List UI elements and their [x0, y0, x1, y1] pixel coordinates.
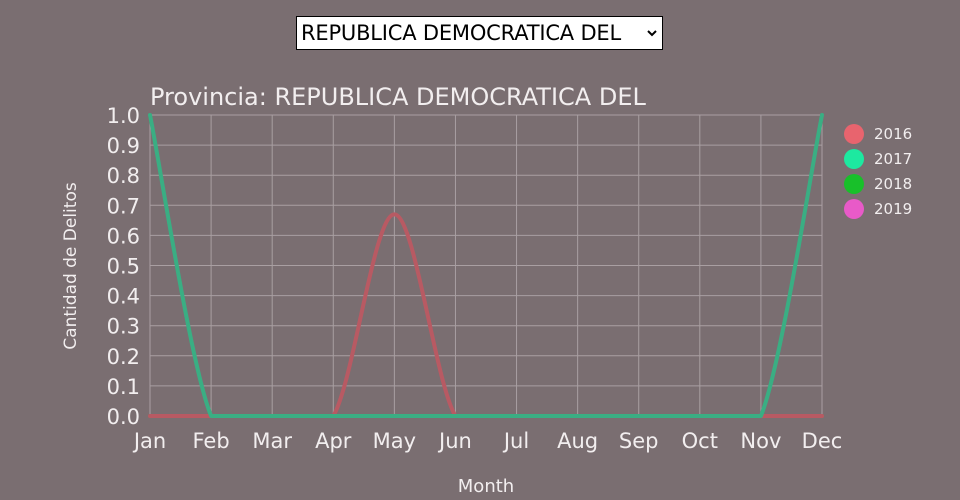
legend-label-2018[interactable]: 2018 — [874, 175, 912, 193]
x-tick-label: Aug — [557, 429, 598, 453]
x-tick-label: Mar — [252, 429, 292, 453]
y-tick-label: 1.0 — [107, 104, 140, 128]
y-tick-label: 0.1 — [107, 375, 140, 399]
y-tick-label: 0.3 — [107, 315, 140, 339]
y-tick-label: 0.9 — [107, 134, 140, 158]
province-select[interactable]: REPUBLICA DEMOCRATICA DEL — [296, 16, 663, 50]
chart-title: Provincia: REPUBLICA DEMOCRATICA DEL — [150, 83, 646, 111]
legend-marker-2019[interactable] — [844, 199, 864, 219]
legend-marker-2018[interactable] — [844, 174, 864, 194]
y-tick-label: 0.5 — [107, 255, 140, 279]
series-line-2017 — [148, 113, 824, 418]
legend-marker-2017[interactable] — [844, 149, 864, 169]
legend-label-2016[interactable]: 2016 — [874, 125, 912, 143]
province-select-value: REPUBLICA DEMOCRATICA DEL — [301, 21, 621, 45]
x-tick-label: Nov — [740, 429, 781, 453]
legend-label-2017[interactable]: 2017 — [874, 150, 912, 168]
x-tick-label: Dec — [802, 429, 843, 453]
y-tick-label: 0.4 — [107, 285, 140, 309]
chart-axes: 0.0 0.1 0.2 0.3 0.4 0.5 0.6 0.7 0.8 0.9 1.0 Jan Feb M… — [107, 104, 843, 453]
x-tick-label: Sep — [619, 429, 659, 453]
x-tick-label: May — [373, 429, 416, 453]
x-tick-label: Feb — [192, 429, 229, 453]
legend-marker-2016[interactable] — [844, 124, 864, 144]
chevron-down-icon — [647, 30, 657, 37]
y-tick-label: 0.8 — [107, 164, 140, 188]
x-tick-label: Oct — [682, 429, 718, 453]
chart-series — [148, 113, 824, 418]
x-axis-label: Month — [458, 476, 514, 497]
y-tick-label: 0.0 — [107, 405, 140, 429]
x-tick-label: Jul — [502, 429, 529, 453]
legend-label-2019[interactable]: 2019 — [874, 200, 912, 218]
y-tick-label: 0.7 — [107, 194, 140, 218]
chart-grid — [149, 114, 823, 418]
y-tick-label: 0.6 — [107, 224, 140, 248]
x-tick-label: Jun — [437, 429, 472, 453]
x-tick-label: Jan — [132, 429, 166, 453]
x-tick-label: Apr — [315, 429, 352, 453]
y-axis-label: Cantidad de Delitos — [61, 182, 81, 350]
chart-legend: 2016 2017 2018 2019 — [844, 124, 912, 219]
y-tick-label: 0.2 — [107, 345, 140, 369]
